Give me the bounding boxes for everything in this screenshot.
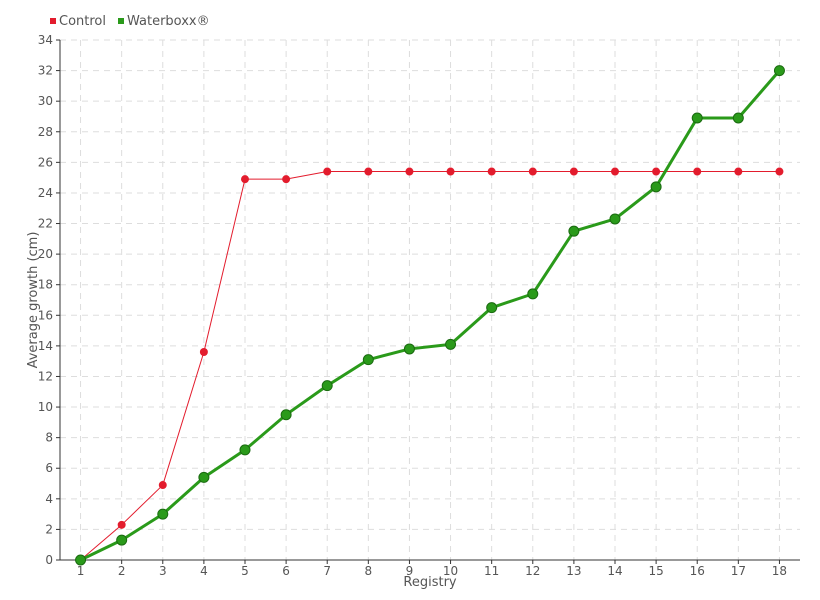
legend: Control Waterboxx® [50, 14, 210, 29]
data-point [364, 167, 373, 176]
x-tick-label: 17 [731, 564, 746, 578]
data-point [486, 302, 498, 314]
x-tick-label: 15 [648, 564, 663, 578]
x-tick-label: 14 [607, 564, 622, 578]
grid [60, 39, 800, 560]
data-point [280, 409, 292, 421]
legend-label: Waterboxx® [127, 14, 210, 29]
y-tick-label: 8 [45, 431, 53, 445]
data-point [528, 167, 537, 176]
series-line [80, 171, 780, 561]
data-point [323, 167, 332, 176]
x-tick-label: 12 [525, 564, 540, 578]
data-point [691, 112, 703, 124]
y-tick-label: 30 [38, 94, 53, 108]
x-tick-label: 3 [159, 564, 167, 578]
data-point [734, 167, 743, 176]
series-control [76, 167, 784, 564]
y-tick-label: 10 [38, 400, 53, 414]
y-tick-label: 0 [45, 553, 53, 567]
data-point [609, 213, 621, 225]
series-waterboxx [75, 65, 785, 566]
y-tick-label: 6 [45, 461, 53, 475]
data-point [569, 167, 578, 176]
y-tick-label: 32 [38, 64, 53, 78]
data-point [241, 175, 249, 184]
data-point [445, 338, 457, 350]
data-point [775, 167, 784, 176]
data-point [403, 343, 415, 355]
data-point [446, 167, 455, 176]
x-tick-labels: 1 2 3 4 5 6 7 8 9 10 11 12 13 14 15 16 17 18 [77, 564, 787, 578]
data-point [405, 167, 414, 176]
x-tick-label: 6 [282, 564, 290, 578]
x-tick-label: 2 [118, 564, 126, 578]
data-point [199, 348, 208, 356]
legend-swatch [118, 18, 124, 24]
data-point [487, 167, 496, 176]
y-axis-title: Average growth (cm) [26, 232, 41, 369]
data-point [116, 534, 128, 546]
x-tick-label: 16 [690, 564, 705, 578]
y-tick-label: 22 [38, 217, 53, 231]
y-tick-label: 20 [38, 247, 53, 261]
x-axis-title: Registry [403, 575, 457, 590]
data-point [321, 380, 333, 392]
data-point [773, 65, 785, 77]
data-point [198, 471, 210, 483]
y-tick-label: 34 [38, 33, 53, 47]
data-point [75, 554, 87, 566]
y-tick-label: 18 [38, 278, 53, 292]
y-tick-label: 28 [38, 125, 53, 139]
x-tick-label: 18 [772, 564, 787, 578]
data-point [158, 481, 167, 490]
data-point [527, 288, 539, 300]
y-tick-label: 12 [38, 369, 53, 383]
legend-label: Control [59, 14, 106, 29]
x-tick-label: 9 [406, 564, 414, 578]
data-point [239, 444, 251, 456]
data-point [652, 167, 661, 176]
data-point [611, 167, 619, 176]
data-point [282, 175, 291, 184]
axes [56, 39, 800, 564]
data-point [362, 354, 374, 366]
data-point [650, 181, 662, 193]
legend-swatch [50, 18, 56, 24]
x-tick-label: 7 [323, 564, 331, 578]
data-point [157, 508, 169, 520]
x-tick-label: 13 [566, 564, 581, 578]
series-line [79, 69, 781, 562]
x-tick-label: 10 [443, 564, 458, 578]
x-tick-label: 8 [365, 564, 373, 578]
x-tick-label: 4 [200, 564, 208, 578]
data-point [693, 167, 702, 176]
x-tick-label: 1 [77, 564, 85, 578]
y-tick-label: 26 [38, 155, 53, 169]
y-tick-label: 4 [45, 492, 53, 506]
data-point [117, 520, 126, 529]
x-tick-label: 11 [484, 564, 499, 578]
data-point [568, 225, 580, 237]
y-tick-label: 14 [38, 339, 53, 353]
y-tick-label: 24 [38, 186, 53, 200]
series-group [75, 65, 785, 566]
x-tick-label: 5 [241, 564, 249, 578]
data-point [732, 112, 744, 124]
y-tick-label: 2 [45, 522, 53, 536]
y-tick-label: 16 [38, 308, 53, 322]
